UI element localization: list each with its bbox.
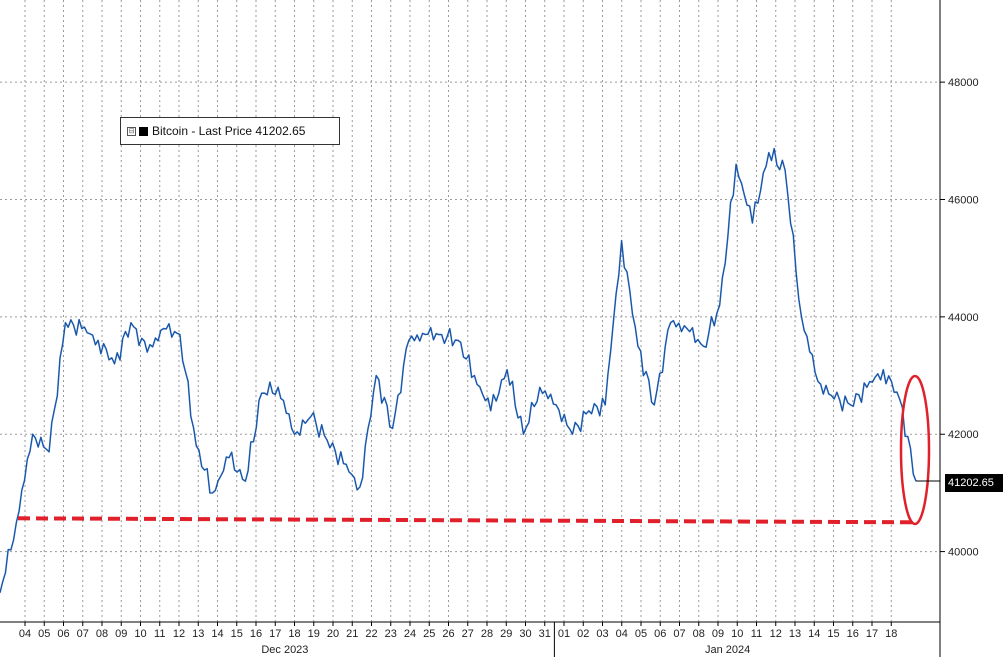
y-tick-label: 42000 bbox=[948, 429, 979, 441]
x-tick-label: 05 bbox=[38, 628, 50, 640]
x-tick-label: 07 bbox=[77, 628, 89, 640]
x-tick-label: 29 bbox=[500, 628, 512, 640]
x-tick-label: 10 bbox=[731, 628, 743, 640]
x-tick-label: 14 bbox=[808, 628, 820, 640]
month-label: Dec 2023 bbox=[261, 644, 308, 656]
x-tick-label: 30 bbox=[519, 628, 531, 640]
x-tick-label: 11 bbox=[154, 628, 165, 640]
y-tick-label: 46000 bbox=[948, 195, 979, 207]
x-tick-label: 02 bbox=[577, 628, 589, 640]
legend-swatch-icon bbox=[139, 126, 148, 136]
x-tick-label: 08 bbox=[96, 628, 108, 640]
last-price-tag: 41202.65 bbox=[945, 474, 1003, 492]
x-tick-label: 05 bbox=[635, 628, 647, 640]
legend-label: Bitcoin - Last Price 41202.65 bbox=[152, 124, 306, 138]
x-tick-label: 06 bbox=[57, 628, 69, 640]
x-tick-label: 18 bbox=[885, 628, 897, 640]
x-tick-label: 23 bbox=[385, 628, 397, 640]
x-tick-label: 11 bbox=[751, 628, 762, 640]
price-series-line-glow bbox=[0, 147, 917, 593]
y-tick-label: 44000 bbox=[948, 312, 979, 324]
x-tick-label: 15 bbox=[827, 628, 839, 640]
x-tick-label: 03 bbox=[596, 628, 608, 640]
x-tick-label: 26 bbox=[442, 628, 454, 640]
x-tick-label: 28 bbox=[481, 628, 493, 640]
chart-legend: ⊟ Bitcoin - Last Price 41202.65 bbox=[120, 117, 340, 145]
x-tick-label: 09 bbox=[115, 628, 127, 640]
x-tick-label: 10 bbox=[134, 628, 146, 640]
x-tick-label: 07 bbox=[673, 628, 685, 640]
x-tick-label: 13 bbox=[789, 628, 801, 640]
highlight-circle bbox=[899, 374, 931, 526]
x-tick-label: 12 bbox=[173, 628, 185, 640]
x-tick-label: 17 bbox=[866, 628, 878, 640]
x-tick-label: 27 bbox=[462, 628, 474, 640]
x-tick-label: 09 bbox=[712, 628, 724, 640]
y-tick-label: 40000 bbox=[948, 547, 979, 559]
month-label: Jan 2024 bbox=[705, 644, 750, 656]
support-level-line bbox=[17, 516, 919, 525]
x-tick-label: 21 bbox=[346, 628, 358, 640]
x-tick-label: 15 bbox=[231, 628, 243, 640]
x-tick-label: 16 bbox=[847, 628, 859, 640]
x-tick-label: 14 bbox=[211, 628, 223, 640]
x-tick-label: 01 bbox=[558, 628, 570, 640]
x-tick-label: 31 bbox=[539, 628, 551, 640]
x-tick-label: 25 bbox=[423, 628, 435, 640]
x-tick-label: 22 bbox=[365, 628, 377, 640]
x-tick-label: 19 bbox=[308, 628, 320, 640]
x-tick-label: 18 bbox=[288, 628, 300, 640]
legend-toggle-icon[interactable]: ⊟ bbox=[127, 126, 136, 136]
x-tick-label: 17 bbox=[269, 628, 281, 640]
x-tick-label: 04 bbox=[19, 628, 31, 640]
x-tick-label: 04 bbox=[616, 628, 628, 640]
x-tick-label: 06 bbox=[654, 628, 666, 640]
x-tick-label: 13 bbox=[192, 628, 204, 640]
x-tick-label: 20 bbox=[327, 628, 339, 640]
x-tick-label: 24 bbox=[404, 628, 416, 640]
price-series-line bbox=[0, 148, 917, 593]
y-tick-label: 48000 bbox=[948, 77, 979, 89]
x-tick-label: 16 bbox=[250, 628, 262, 640]
x-tick-label: 08 bbox=[693, 628, 705, 640]
x-tick-label: 12 bbox=[770, 628, 782, 640]
